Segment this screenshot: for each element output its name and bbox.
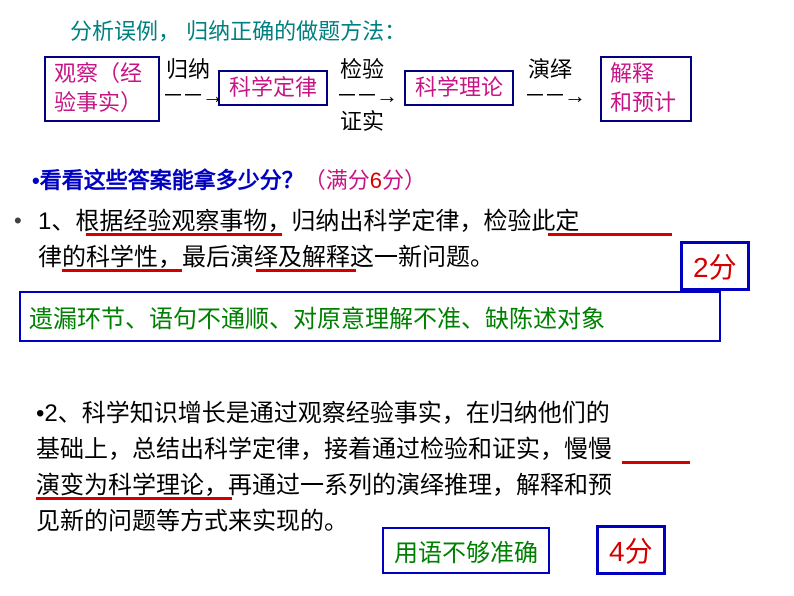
flow-box-1: 观察（经 验事实）	[44, 56, 160, 122]
answer2-underline-1	[622, 461, 690, 464]
page-title: 分析误例， 归纳正确的做题方法：	[70, 14, 406, 46]
answer2-score-box: 4分	[596, 525, 666, 575]
flow-box-2: 科学定律	[218, 70, 328, 106]
arrow-3: －－→	[524, 78, 584, 110]
question-paren-open: （满分	[304, 168, 370, 193]
answer1-underline-4	[256, 269, 356, 272]
flow-box-4: 解释 和预计	[600, 56, 692, 122]
flow-box-3: 科学理论	[404, 70, 514, 106]
arrow-2: －－→	[336, 78, 396, 110]
answer1-comment-box: 遗漏环节、语句不通顺、对原意理解不准、缺陈述对象	[19, 291, 721, 342]
answer2-underline-2	[36, 497, 232, 500]
question-prefix: •看看这些答案能拿多少分？	[32, 168, 304, 193]
answer1-score-box: 2分	[680, 241, 750, 291]
arrow-1: －－→	[162, 78, 222, 110]
question-line: •看看这些答案能拿多少分？（满分6分）	[32, 163, 426, 195]
answer1-bullet: •	[14, 208, 22, 234]
answer2-text: •2、科学知识增长是通过观察经验事实，在归纳他们的 基础上，总结出科学定律，接着…	[36, 396, 612, 540]
question-paren-close: 分）	[382, 168, 426, 193]
answer1-underline-3	[62, 269, 182, 272]
answer1-underline-1	[86, 233, 282, 236]
answer1-text: 1、根据经验观察事物，归纳出科学定律，检验此定 律的科学性，最后演绎及解释这一新…	[38, 204, 579, 276]
answer1-underline-2	[548, 233, 672, 236]
question-score: 6	[370, 168, 382, 193]
answer2-comment-box: 用语不够准确	[382, 527, 550, 574]
